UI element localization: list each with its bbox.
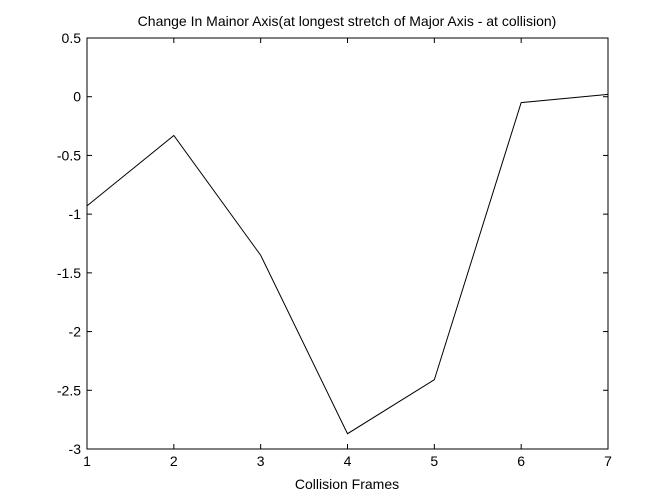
series-layer xyxy=(86,93,609,435)
y-tick-label-3: -1 xyxy=(69,206,82,222)
y-tick-label-4: -1.5 xyxy=(57,265,81,281)
x-tick-label-6: 7 xyxy=(604,453,612,469)
x-tick-label-3: 4 xyxy=(344,453,352,469)
chart-title: Change In Mainor Axis(at longest stretch… xyxy=(138,13,557,29)
x-tick-label-5: 6 xyxy=(517,453,525,469)
y-tick-label-5: -2 xyxy=(69,324,82,340)
y-tick-label-0: 0.5 xyxy=(62,30,82,46)
x-tick-label-2: 3 xyxy=(257,453,265,469)
y-axis-ticks: 0.5 0 -0.5 -1 -1.5 -2 -2.5 -3 xyxy=(57,30,608,457)
series-line-0 xyxy=(86,93,609,435)
y-tick-label-7: -3 xyxy=(69,441,82,457)
y-tick-label-2: -0.5 xyxy=(57,147,81,163)
x-tick-label-1: 2 xyxy=(170,453,178,469)
y-tick-label-6: -2.5 xyxy=(57,382,81,398)
plot-area xyxy=(86,37,609,450)
x-tick-label-0: 1 xyxy=(83,453,91,469)
x-tick-label-4: 5 xyxy=(430,453,438,469)
y-tick-label-1: 0 xyxy=(73,89,81,105)
x-axis-label: Collision Frames xyxy=(295,476,399,492)
x-axis-ticks: 1 2 3 4 5 6 7 xyxy=(83,38,612,469)
